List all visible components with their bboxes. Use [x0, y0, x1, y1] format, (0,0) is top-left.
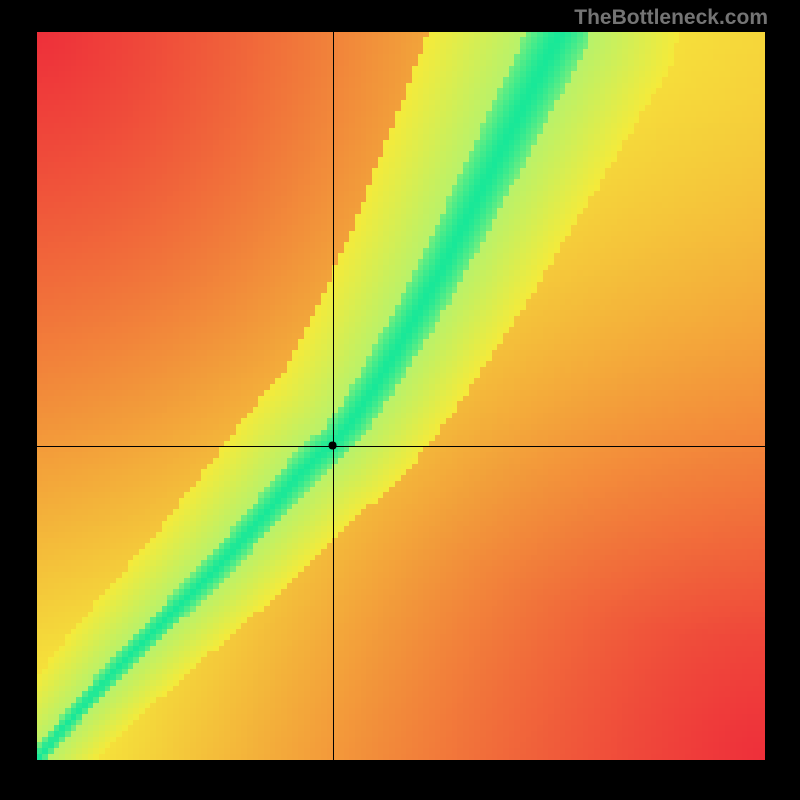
bottleneck-heatmap — [37, 32, 765, 760]
watermark-text: TheBottleneck.com — [574, 6, 768, 30]
chart-container: { "watermark": { "text": "TheBottleneck.… — [0, 0, 800, 800]
